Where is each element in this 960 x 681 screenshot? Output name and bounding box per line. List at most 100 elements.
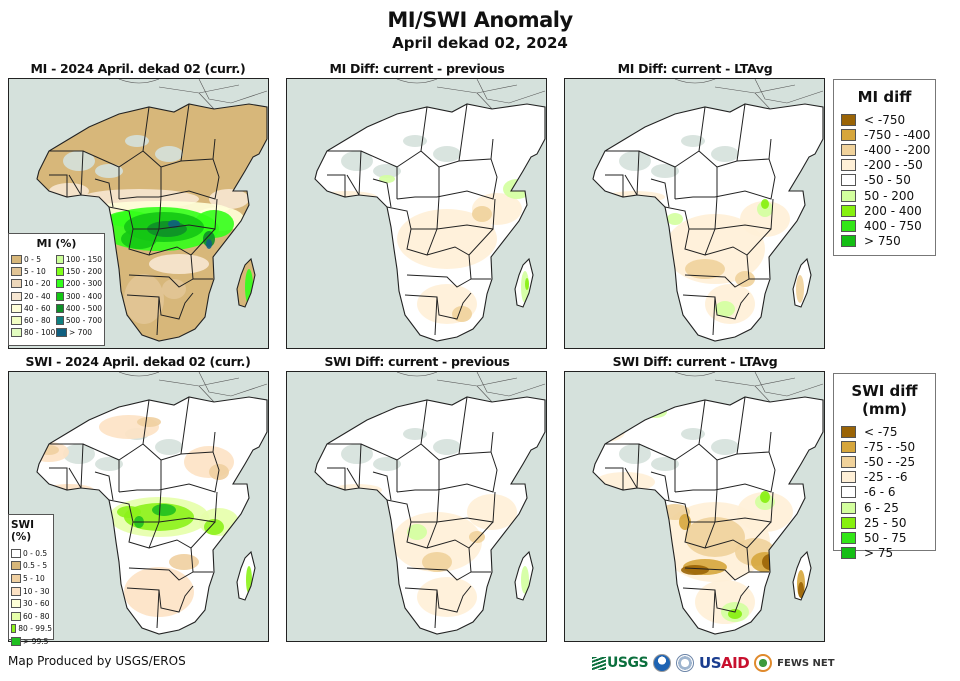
neighbor-boundary [198,79,268,104]
coastline [36,396,268,635]
legend-swatch [11,254,22,264]
value-region [433,389,441,395]
neighbor-boundary [118,79,160,84]
legend-label: 400 - 750 [864,218,922,233]
value-region [204,519,224,535]
coastline [314,396,546,635]
legend-swatch [56,303,64,313]
value-region [375,397,399,404]
country-border [650,178,670,208]
value-region [593,414,617,430]
legend-label: 25 - 50 [864,515,907,530]
value-region [125,135,149,147]
country-border [406,274,472,288]
neighbor-boundary [674,79,716,84]
legend-label: 80 - 99.5 [18,624,52,634]
map-panel-mi-diff-ltavg [564,78,825,349]
legend-item: 10 - 30 [11,585,52,598]
legend-item: 30 - 60 [11,597,52,610]
country-border [404,292,472,320]
usgs-waves-icon [592,656,606,670]
neighbor-boundary [436,84,518,94]
value-region [209,189,249,209]
legend-item: 50 - 200 [841,188,935,203]
coastline [236,550,256,601]
value-region [155,146,183,162]
legend-mi-percent: MI (%) 0 - 5 5 - 10 10 - 20 20 - 40 40 - 60 6… [8,233,105,346]
legend-swi-diff: SWI diff (mm) < -75 -75 - -50 -50 - -25 -25… [833,373,936,560]
legend-label: -50 - -25 [864,454,916,469]
africa-map [314,79,546,342]
neighbor-boundary [476,385,493,403]
fews-globe-icon [754,654,773,672]
value-region [796,275,804,303]
legend-label: 50 - 200 [864,188,915,203]
country-border [650,471,670,501]
value-region [469,531,485,543]
legend-item: 5 - 10 [11,265,56,277]
noaa-logo-icon [653,654,672,672]
legend-item: 0 - 0.5 [11,547,52,560]
legend-swatch [11,548,21,558]
country-border [434,296,438,336]
country-border [684,521,716,549]
country-border [128,521,160,549]
value-region [63,151,95,171]
legend-item: -75 - -50 [841,439,935,454]
coastline [792,550,812,601]
legend-label: > 750 [864,234,901,249]
legend-swatch [11,624,17,634]
neighbor-boundary [754,385,771,403]
legend-item: -6 - 6 [841,485,935,500]
coastline [514,550,534,601]
legend-item: 0.5 - 5 [11,560,52,573]
value-region [379,175,395,183]
legend-swatch [11,328,22,338]
land-fill [315,389,545,634]
legend-swatch [11,599,21,609]
land-fill [593,104,823,341]
usgs-logo-text: USGS [607,655,649,671]
legend-swatch [841,113,856,126]
legend-item: 200 - 300 [56,278,102,290]
legend-swatch [11,291,22,301]
value-region [433,439,461,455]
value-region [651,164,679,178]
legend-swatch [11,636,21,646]
subtitle: April dekad 02, 2024 [392,34,568,52]
neighbor-boundary [754,79,824,104]
legend-item: 300 - 400 [56,290,102,302]
credit-text: Map Produced by USGS/EROS [8,654,186,668]
legend-swatch [841,471,856,484]
legend-swatch [841,547,856,560]
value-region [681,428,705,440]
legend-swatch [56,266,64,276]
legend-label: 200 - 400 [864,203,922,218]
value-region [452,306,472,322]
coastline [236,257,256,308]
legend-label: -75 - -50 [864,439,916,454]
neighbor-boundary [476,79,546,104]
panel-title-mi-current: MI - 2024 April. dekad 02 (curr.) [30,61,246,76]
legend-swatch [56,279,64,289]
legend-label: 6 - 25 [864,500,899,515]
legend-item: > 750 [841,234,935,249]
legend-label: 0.5 - 5 [23,561,48,571]
legend-item: > 99.5 [11,635,52,648]
legend-label: 20 - 40 [24,291,51,301]
country-border [714,451,776,493]
country-border [396,196,437,200]
legend-swatch [841,159,856,172]
country-border [406,228,438,256]
legend-item: 40 - 60 [11,302,56,314]
country-border [372,471,392,501]
neighbor-boundary [476,372,546,397]
value-region [117,506,141,518]
country-border [426,521,494,549]
legend-swatch [841,531,856,544]
legend-label: 100 - 150 [65,254,102,264]
value-region [427,397,447,400]
legend-label: 0 - 5 [24,254,42,264]
value-region [373,457,401,471]
legend-item: 6 - 25 [841,500,935,515]
